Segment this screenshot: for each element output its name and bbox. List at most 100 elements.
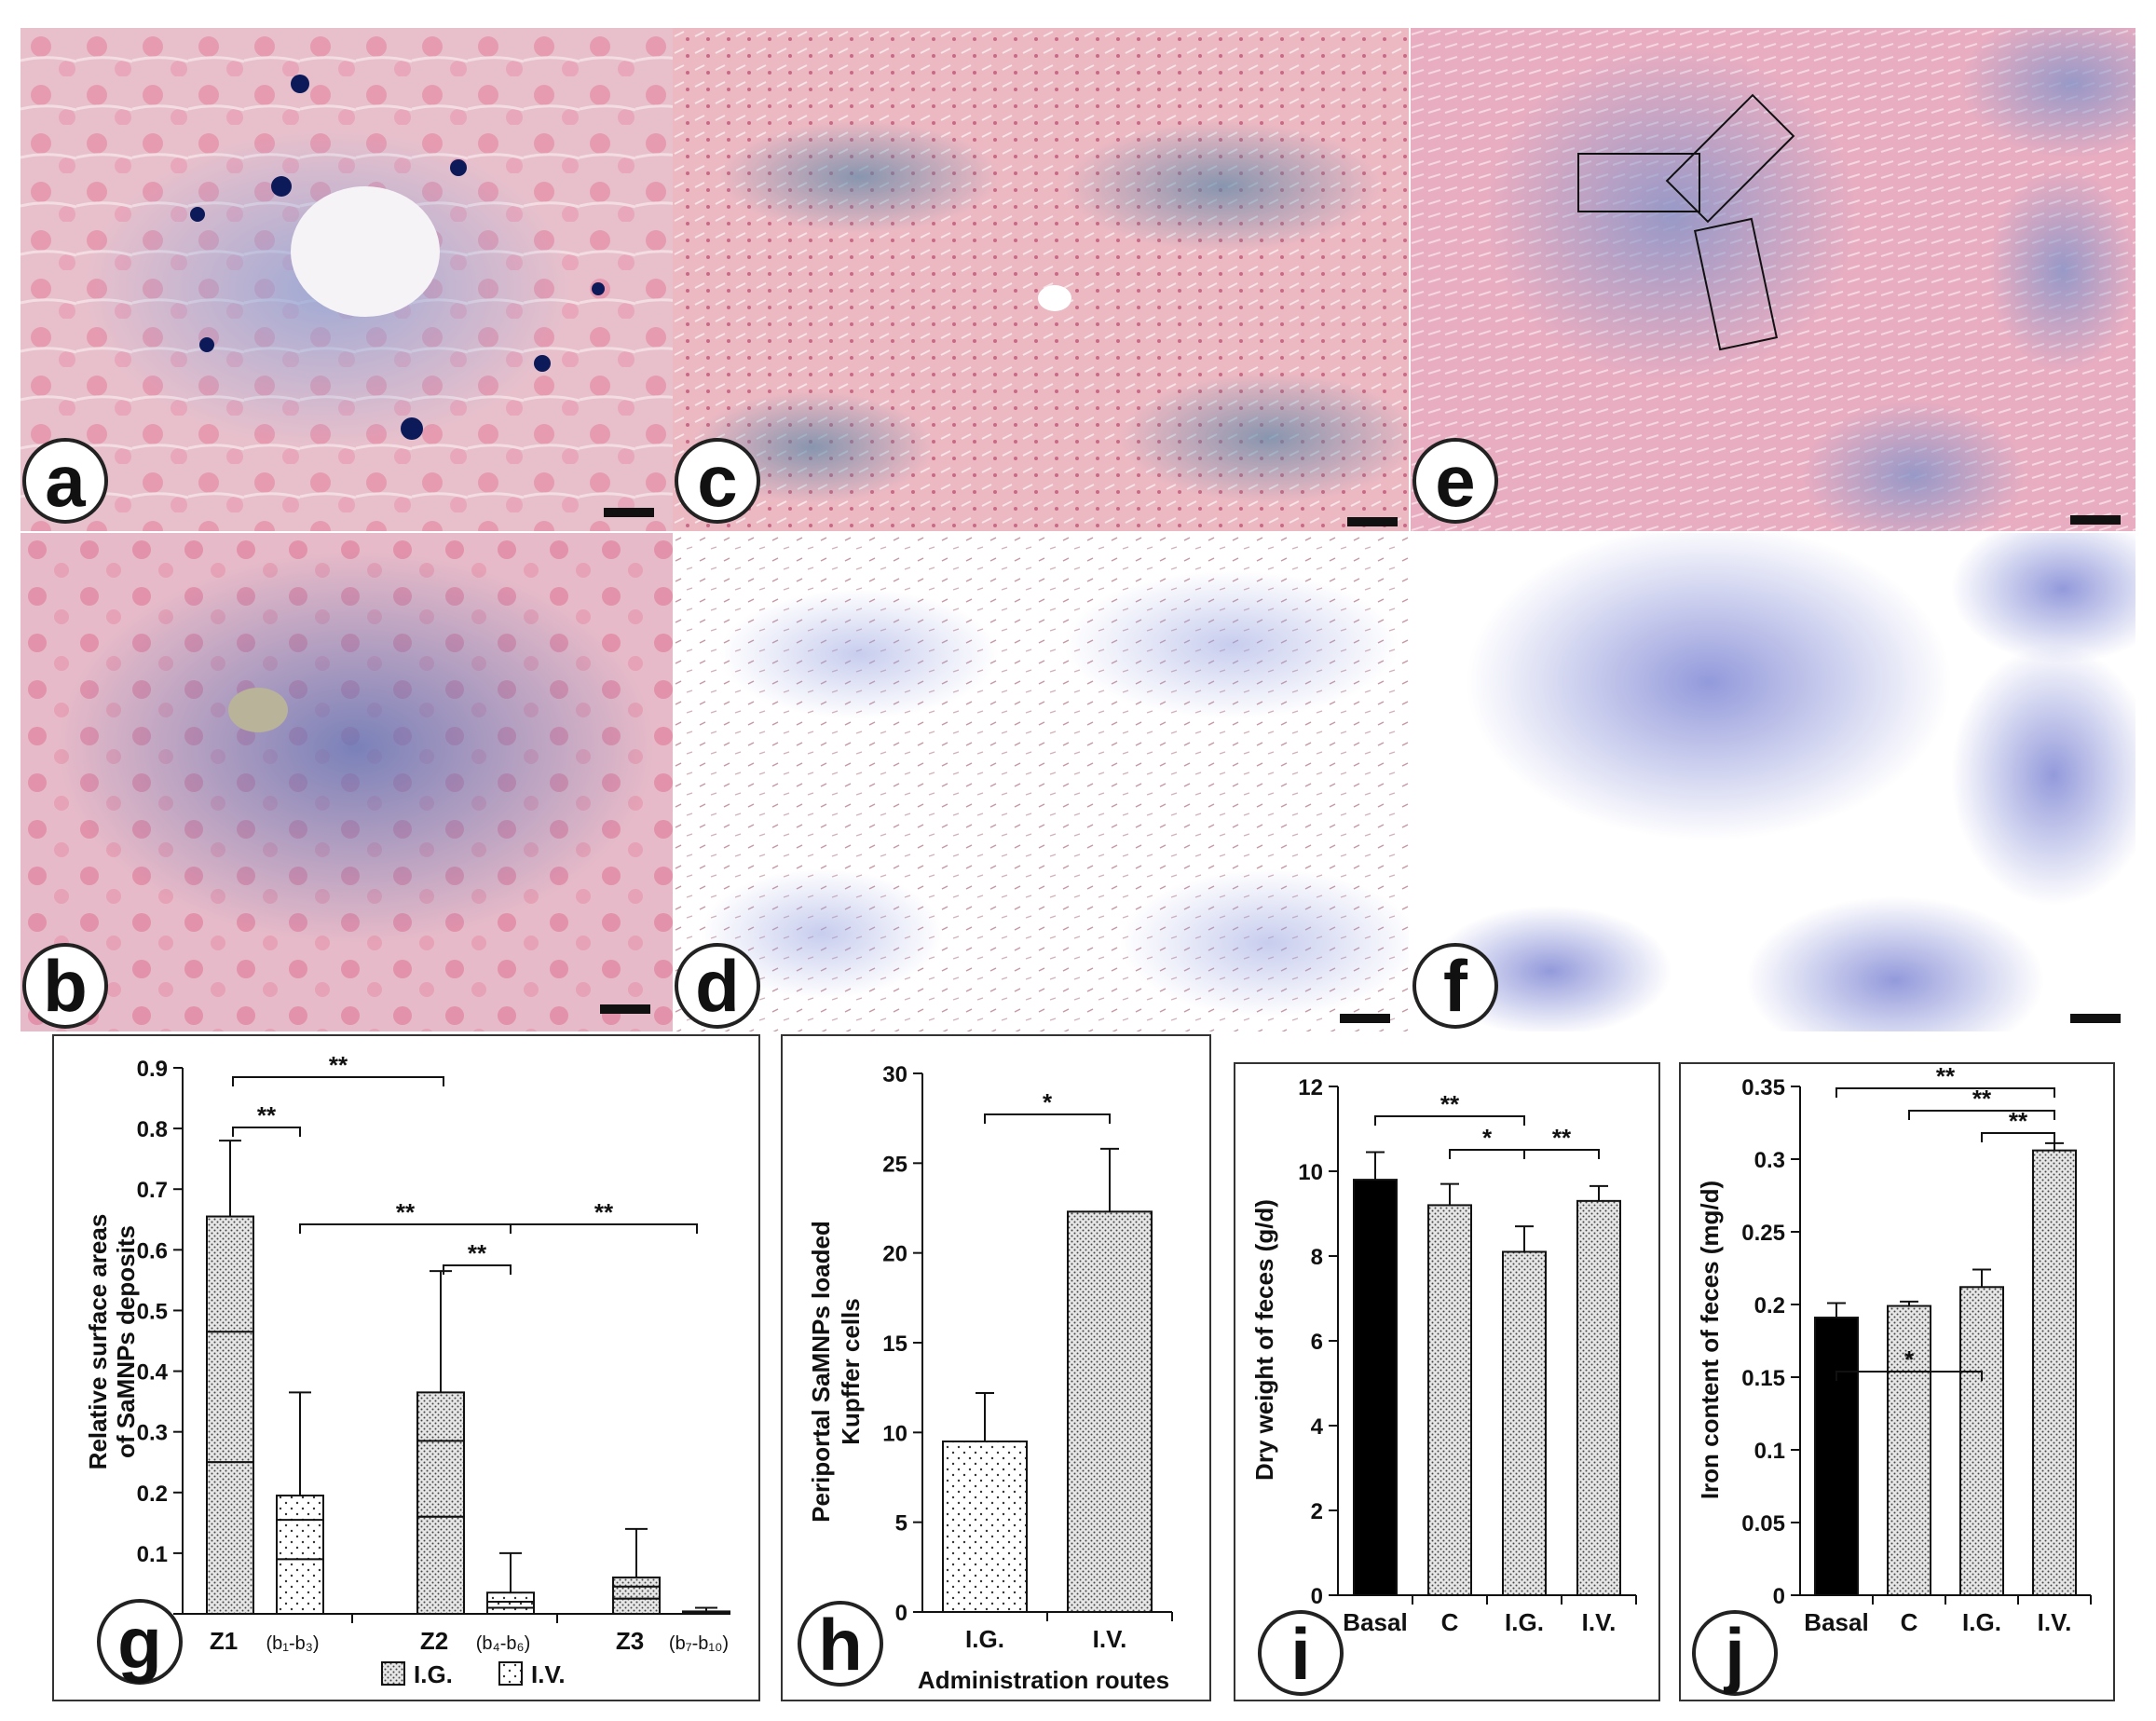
panel-label-e: e bbox=[1412, 438, 1498, 524]
y-axis-label-line2: Kupffer cells bbox=[837, 1298, 865, 1445]
y-tick-label: 25 bbox=[882, 1152, 907, 1177]
chart-j: 0 0.05 0.1 0.15 0.2 0.25 0.3 0.35 Basal C I.G. I.V.… bbox=[1679, 1062, 2115, 1701]
y-tick-label: 12 bbox=[1298, 1075, 1323, 1100]
chart-h-plot: 0 5 10 15 20 25 30 I.G. I.V. * Periportal SaMNPs l… bbox=[798, 1062, 1173, 1694]
chart-h: 0 5 10 15 20 25 30 I.G. I.V. * Periportal SaMNPs l… bbox=[781, 1034, 1211, 1701]
micrograph-c bbox=[673, 28, 1409, 531]
bar bbox=[1887, 1304, 1931, 1596]
sig-bracket-stars: ** bbox=[1552, 1124, 1572, 1152]
scale-bar-c bbox=[1347, 517, 1398, 526]
x-category-label: I.G. bbox=[965, 1625, 1004, 1653]
y-tick-label: 20 bbox=[882, 1242, 907, 1267]
x-category-label: I.V. bbox=[1582, 1608, 1617, 1636]
y-tick-label: 5 bbox=[895, 1511, 907, 1537]
box bbox=[612, 1576, 661, 1600]
y-axis-title: Iron content of feces (mg/d) bbox=[1696, 1181, 1724, 1499]
panel-label-g: g bbox=[117, 1602, 162, 1684]
micrograph-d-image bbox=[673, 533, 1409, 1031]
panel-label-j-circle bbox=[1692, 1610, 1778, 1696]
x-category-label: C bbox=[1901, 1608, 1918, 1636]
scale-bar-e bbox=[2070, 515, 2121, 525]
x-category-label: I.G. bbox=[1505, 1608, 1544, 1636]
sig-bracket-stars: ** bbox=[396, 1198, 416, 1226]
micrograph-d bbox=[673, 533, 1409, 1031]
y-tick-label: 0.35 bbox=[1741, 1075, 1785, 1100]
box-lower bbox=[206, 1461, 254, 1615]
micrograph-f bbox=[1411, 533, 2136, 1031]
sig-bracket bbox=[1981, 1132, 2055, 1142]
panel-label-f: f bbox=[1412, 943, 1498, 1029]
panel-label-g-circle bbox=[97, 1599, 183, 1685]
micrograph-a-image bbox=[20, 28, 675, 531]
box bbox=[486, 1591, 535, 1609]
scale-bar-a bbox=[604, 508, 654, 517]
bar bbox=[1067, 1210, 1153, 1613]
box-lower bbox=[612, 1597, 661, 1616]
x-category-sublabel: (b₁-b₃) bbox=[266, 1633, 319, 1654]
y-tick-label: 10 bbox=[882, 1421, 907, 1446]
x-category-label: I.G. bbox=[1962, 1608, 2001, 1636]
x-category-label: I.V. bbox=[2038, 1608, 2072, 1636]
y-tick-label: 0.5 bbox=[137, 1299, 168, 1324]
y-tick-label: 0.4 bbox=[137, 1360, 169, 1386]
y-tick-label: 30 bbox=[882, 1062, 907, 1087]
box-lower bbox=[416, 1515, 465, 1615]
sig-bracket bbox=[232, 1076, 444, 1086]
sig-bracket bbox=[1374, 1115, 1525, 1126]
panel-label-b: b bbox=[22, 943, 108, 1029]
panel-label-i-circle bbox=[1258, 1610, 1344, 1696]
bar bbox=[1427, 1204, 1472, 1596]
y-tick-label: 0.1 bbox=[1754, 1439, 1785, 1464]
x-category-label: Basal bbox=[1343, 1608, 1407, 1636]
micrograph-c-image bbox=[673, 28, 1409, 531]
x-category-sublabel: (b₇-b₁₀) bbox=[669, 1633, 729, 1654]
sig-bracket-stars: ** bbox=[1936, 1064, 1956, 1090]
legend-swatch-ig bbox=[381, 1661, 405, 1686]
bar bbox=[942, 1440, 1028, 1614]
y-tick-label: 15 bbox=[882, 1332, 907, 1357]
bar bbox=[1576, 1199, 1621, 1596]
y-tick-label: 0.9 bbox=[137, 1057, 168, 1082]
sig-bracket-stars: * bbox=[1482, 1124, 1493, 1152]
panel-label-a: a bbox=[22, 438, 108, 524]
micrograph-f-image bbox=[1411, 533, 2136, 1031]
x-category-label: Z2 bbox=[420, 1627, 448, 1655]
micrograph-e bbox=[1411, 28, 2136, 531]
sig-bracket-stars: * bbox=[1904, 1345, 1915, 1373]
scale-bar-f bbox=[2070, 1014, 2121, 1023]
box bbox=[206, 1215, 254, 1464]
legend-label-iv: I.V. bbox=[531, 1660, 566, 1688]
box-lower bbox=[276, 1558, 324, 1616]
micrograph-b bbox=[20, 533, 675, 1031]
y-axis-label-line1: Periportal SaMNPs loaded bbox=[807, 1221, 835, 1523]
y-tick-label: 0.3 bbox=[137, 1421, 168, 1446]
panel-label-h: h bbox=[818, 1604, 863, 1686]
panel-label-i: i bbox=[1290, 1613, 1311, 1695]
sig-bracket-stars: ** bbox=[1440, 1090, 1460, 1118]
sig-bracket-stars: ** bbox=[468, 1239, 487, 1267]
sig-bracket bbox=[1835, 1371, 1983, 1381]
y-tick-label: 0.7 bbox=[137, 1178, 168, 1203]
sig-bracket bbox=[510, 1223, 698, 1234]
x-axis-title: Administration routes bbox=[918, 1666, 1169, 1694]
sig-bracket-stars: ** bbox=[1972, 1085, 1992, 1113]
y-tick-label: 2 bbox=[1311, 1499, 1323, 1524]
micrograph-e-image bbox=[1411, 28, 2136, 531]
panel-label-h-circle bbox=[798, 1601, 883, 1687]
y-tick-label: 10 bbox=[1298, 1160, 1323, 1185]
y-tick-label: 0.15 bbox=[1741, 1366, 1785, 1391]
bar bbox=[1502, 1250, 1547, 1596]
sig-bracket bbox=[1523, 1149, 1600, 1159]
x-category-label: Z3 bbox=[616, 1627, 644, 1655]
bar bbox=[1353, 1179, 1398, 1596]
y-tick-label: 6 bbox=[1311, 1330, 1323, 1355]
y-tick-label: 0.2 bbox=[137, 1482, 168, 1507]
y-tick-label: 0.25 bbox=[1741, 1221, 1785, 1246]
panel-label-j: j bbox=[1723, 1613, 1745, 1695]
sig-bracket bbox=[984, 1113, 1111, 1124]
x-category-label: C bbox=[1441, 1608, 1459, 1636]
y-axis-label-line2: of SaMNPs deposits bbox=[112, 1225, 140, 1458]
y-tick-label: 0.1 bbox=[137, 1542, 168, 1567]
y-tick-label: 0 bbox=[1773, 1584, 1785, 1609]
